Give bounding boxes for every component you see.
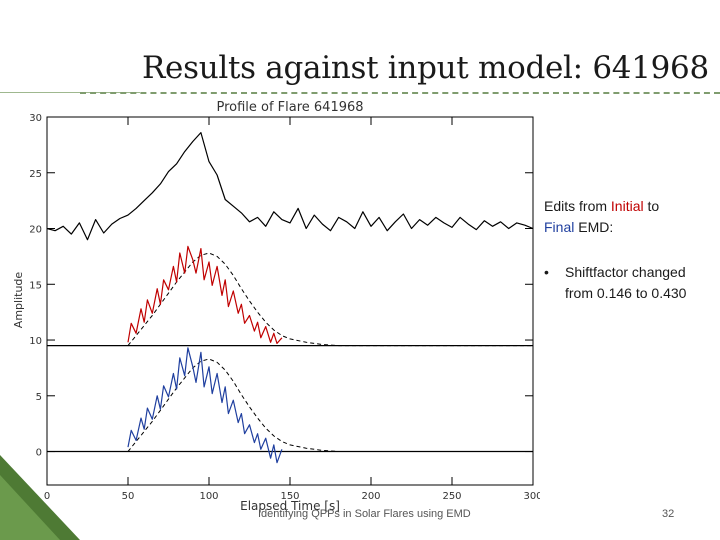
bullet-text: Shiftfactor changed from 0.146 to 0.430 <box>565 262 715 304</box>
title-underline-left <box>0 92 140 93</box>
x-tick-label: 250 <box>442 491 461 502</box>
notes-final-word: Final <box>544 219 575 235</box>
chart-title: Profile of Flare 641968 <box>216 100 363 115</box>
y-tick-label: 10 <box>29 336 42 347</box>
notes-block: Edits from Initial to Final EMD: <box>544 196 720 238</box>
title-underline-dashed <box>80 92 720 94</box>
y-tick-label: 25 <box>29 169 42 180</box>
plot-frame <box>46 116 534 486</box>
chart-series-layer <box>46 131 534 464</box>
x-tick-label: 0 <box>44 491 50 502</box>
notes-line1-suffix: to <box>643 198 660 214</box>
footer-text: Identifying QPPs in Solar Flares using E… <box>258 508 471 520</box>
chart-axes: 0 50 100 150 200 250 300 0 5 10 15 20 25 30 <box>29 113 540 502</box>
chart-xlabel: Elapsed Time [s] <box>240 499 340 513</box>
bullet-final-value: 0.430 <box>651 285 687 301</box>
y-tick-label: 5 <box>36 392 42 403</box>
bullet-initial-value: 0.146 <box>596 285 632 301</box>
x-tick-label: 300 <box>523 491 540 502</box>
chart-ylabel: Amplitude <box>12 272 25 329</box>
series-line-2 <box>127 252 533 347</box>
series-line-7 <box>127 347 283 464</box>
notes-line2-suffix: EMD: <box>574 219 614 235</box>
x-tick-label: 100 <box>199 491 218 502</box>
y-tick-label: 20 <box>29 225 42 236</box>
series-line-4 <box>127 245 283 344</box>
x-tick-label: 50 <box>122 491 135 502</box>
y-tick-label: 0 <box>36 448 42 459</box>
y-tick-label: 30 <box>29 113 42 124</box>
notes-initial-word: Initial <box>610 198 644 214</box>
corner-accent-icon <box>0 455 80 540</box>
page-number: 32 <box>662 508 675 520</box>
x-tick-label: 200 <box>361 491 380 502</box>
slide-title: Results against input model: 641968 <box>142 50 709 86</box>
series-line-5 <box>127 358 533 452</box>
x-tick-label: 150 <box>280 491 299 502</box>
y-tick-label: 15 <box>29 280 42 291</box>
flare-profile-chart: Profile of Flare 641968 Amplitude Elapse… <box>12 100 540 513</box>
bullet-mid: to <box>631 285 652 301</box>
notes-line1-prefix: Edits from <box>544 198 611 214</box>
bullet-symbol: • <box>544 264 549 280</box>
bullet-prefix: Shiftfactor changed from <box>565 264 686 301</box>
series-line-1 <box>46 131 534 241</box>
